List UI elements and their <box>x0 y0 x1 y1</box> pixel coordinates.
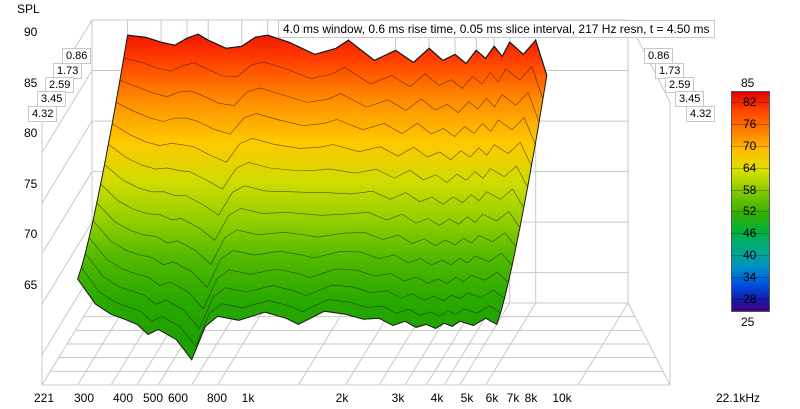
time-slice-line <box>85 253 505 330</box>
x-tick-label: 800 <box>206 391 228 405</box>
time-tick-label-right: 1.73 <box>655 63 685 79</box>
y-depth-line <box>41 70 93 153</box>
time-tick-label-right: 0.86 <box>644 48 674 64</box>
time-slice-line <box>88 237 509 310</box>
colorbar-tick-line <box>731 277 769 278</box>
colorbar-tick-line <box>731 299 769 300</box>
colorbar-tick-label: 28 <box>743 292 757 306</box>
x-tick-label: 4k <box>430 391 444 405</box>
x-tick-label: 600 <box>167 391 189 405</box>
time-slice-line <box>115 102 536 145</box>
time-tick-label-left: 1.73 <box>53 63 83 79</box>
y-axis-title: SPL <box>17 2 40 16</box>
colorbar <box>731 91 770 312</box>
y-depth-line <box>41 221 93 305</box>
time-tick-label-left: 3.45 <box>37 91 67 107</box>
time-tick-label-right: 4.32 <box>686 106 716 122</box>
colorbar-tick-line <box>731 168 769 169</box>
time-slice-line <box>123 57 544 100</box>
colorbar-tick-label: 76 <box>743 117 757 131</box>
y-depth-line <box>41 171 93 254</box>
time-tick-label-left: 0.86 <box>62 48 92 64</box>
x-tick-label: 8k <box>524 391 538 405</box>
x-tick-label: 400 <box>112 391 134 405</box>
x-tick-label: 221 <box>33 391 55 405</box>
colorbar-tick-line <box>731 124 769 125</box>
time-tick-label-left: 4.32 <box>28 106 58 122</box>
x-tick-label: 10k <box>552 391 572 405</box>
time-slice-line <box>104 164 524 216</box>
colorbar-bottom-label: 25 <box>741 315 755 329</box>
surface-fill <box>77 33 548 361</box>
y-tick-label: 90 <box>24 25 38 39</box>
y-tick-label: 80 <box>24 126 38 140</box>
colorbar-tick-line <box>731 102 769 103</box>
colorbar-tick-line <box>731 233 769 234</box>
colorbar-tick-label: 70 <box>743 139 757 153</box>
x-tick-label: 1k <box>241 391 255 405</box>
colorbar-tick-line <box>731 190 769 191</box>
x-tick-label: 7k <box>506 391 520 405</box>
time-tick-label-left: 2.59 <box>45 77 75 93</box>
y-tick-label: 85 <box>24 76 38 90</box>
colorbar-tick-label: 58 <box>743 183 757 197</box>
x-tick-label: 6k <box>485 391 499 405</box>
waterfall-surface <box>77 33 548 361</box>
time-tick-label-right: 3.45 <box>675 91 705 107</box>
time-slice-line <box>119 80 540 123</box>
chart-title: 4.0 ms window, 0.6 ms rise time, 0.05 ms… <box>278 20 715 38</box>
time-slice-line <box>96 202 517 265</box>
x-tick-label: 300 <box>73 391 95 405</box>
time-slice-line <box>100 183 521 241</box>
colorbar-tick-label: 82 <box>743 95 757 109</box>
waterfall-slices <box>77 33 548 361</box>
time-slice-line <box>108 144 528 190</box>
time-slice-line <box>92 220 513 288</box>
y-tick-label: 75 <box>24 177 38 191</box>
x-tick-label: 2k <box>335 391 349 405</box>
x-tick-label: 500 <box>142 391 164 405</box>
time-slice-line <box>81 267 501 347</box>
time-slice-line <box>127 33 548 76</box>
colorbar-tick-line <box>731 211 769 212</box>
colorbar-top-label: 85 <box>741 76 755 90</box>
x-tick-label: 3k <box>391 391 405 405</box>
y-tick-label: 65 <box>24 278 38 292</box>
colorbar-tick-label: 34 <box>743 270 757 284</box>
y-depth-line <box>41 120 93 204</box>
time-slice-line <box>112 123 532 167</box>
x-tick-label: 5k <box>460 391 474 405</box>
colorbar-tick-label: 46 <box>743 226 757 240</box>
x-tick-label: 22.1kHz <box>715 391 761 405</box>
y-tick-label: 70 <box>24 227 38 241</box>
time-slice-line <box>77 278 497 361</box>
colorbar-tick-line <box>731 255 769 256</box>
colorbar-tick-line <box>731 146 769 147</box>
colorbar-tick-label: 64 <box>743 161 757 175</box>
colorbar-tick-label: 40 <box>743 248 757 262</box>
colorbar-tick-label: 52 <box>743 204 757 218</box>
